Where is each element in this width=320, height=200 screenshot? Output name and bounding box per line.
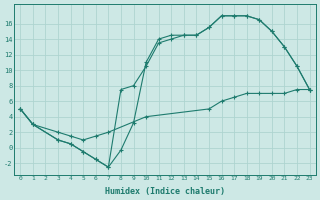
X-axis label: Humidex (Indice chaleur): Humidex (Indice chaleur): [105, 187, 225, 196]
